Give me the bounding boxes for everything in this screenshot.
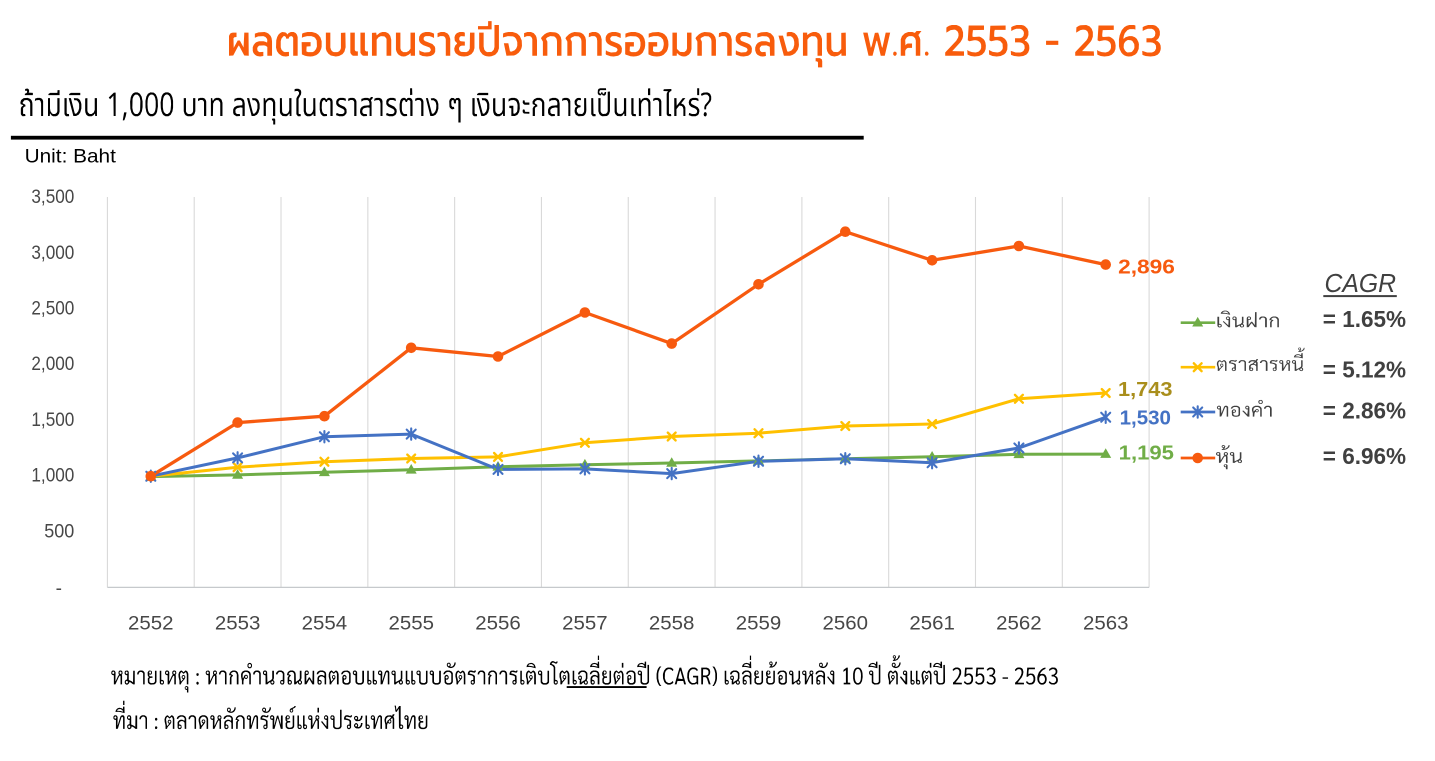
svg-text:1,000: 1,000 — [31, 466, 74, 487]
svg-text:3,500: 3,500 — [31, 187, 74, 208]
svg-text:= 6.96%: = 6.96% — [1323, 443, 1406, 469]
svg-text:2554: 2554 — [302, 613, 348, 634]
svg-text:= 1.65%: = 1.65% — [1323, 306, 1406, 332]
svg-text:2558: 2558 — [649, 613, 695, 634]
svg-text:2562: 2562 — [996, 613, 1042, 634]
svg-text:2560: 2560 — [823, 613, 869, 634]
svg-text:2556: 2556 — [475, 613, 521, 634]
svg-text:2557: 2557 — [562, 613, 608, 634]
svg-text:2,896: 2,896 — [1118, 257, 1175, 279]
svg-text:500: 500 — [44, 522, 74, 543]
svg-text:= 2.86%: = 2.86% — [1323, 398, 1406, 424]
svg-text:2,500: 2,500 — [31, 299, 74, 320]
svg-text:2,000: 2,000 — [31, 354, 74, 375]
svg-text:2555: 2555 — [388, 613, 434, 634]
svg-text:1,530: 1,530 — [1120, 407, 1171, 429]
svg-text:3,000: 3,000 — [31, 243, 74, 264]
svg-text:2563: 2563 — [1083, 613, 1129, 634]
svg-text:CAGR: CAGR — [1325, 270, 1397, 298]
svg-text:1,743: 1,743 — [1118, 379, 1173, 401]
svg-text:1,500: 1,500 — [31, 410, 74, 431]
svg-text:2559: 2559 — [736, 613, 782, 634]
svg-text:-: - — [56, 578, 62, 599]
svg-text:1,195: 1,195 — [1119, 442, 1174, 464]
svg-text:2552: 2552 — [128, 613, 174, 634]
svg-text:2553: 2553 — [215, 613, 261, 634]
svg-text:Unit: Baht: Unit: Baht — [25, 146, 117, 167]
svg-text:= 5.12%: = 5.12% — [1323, 357, 1406, 383]
svg-text:2561: 2561 — [909, 613, 955, 634]
